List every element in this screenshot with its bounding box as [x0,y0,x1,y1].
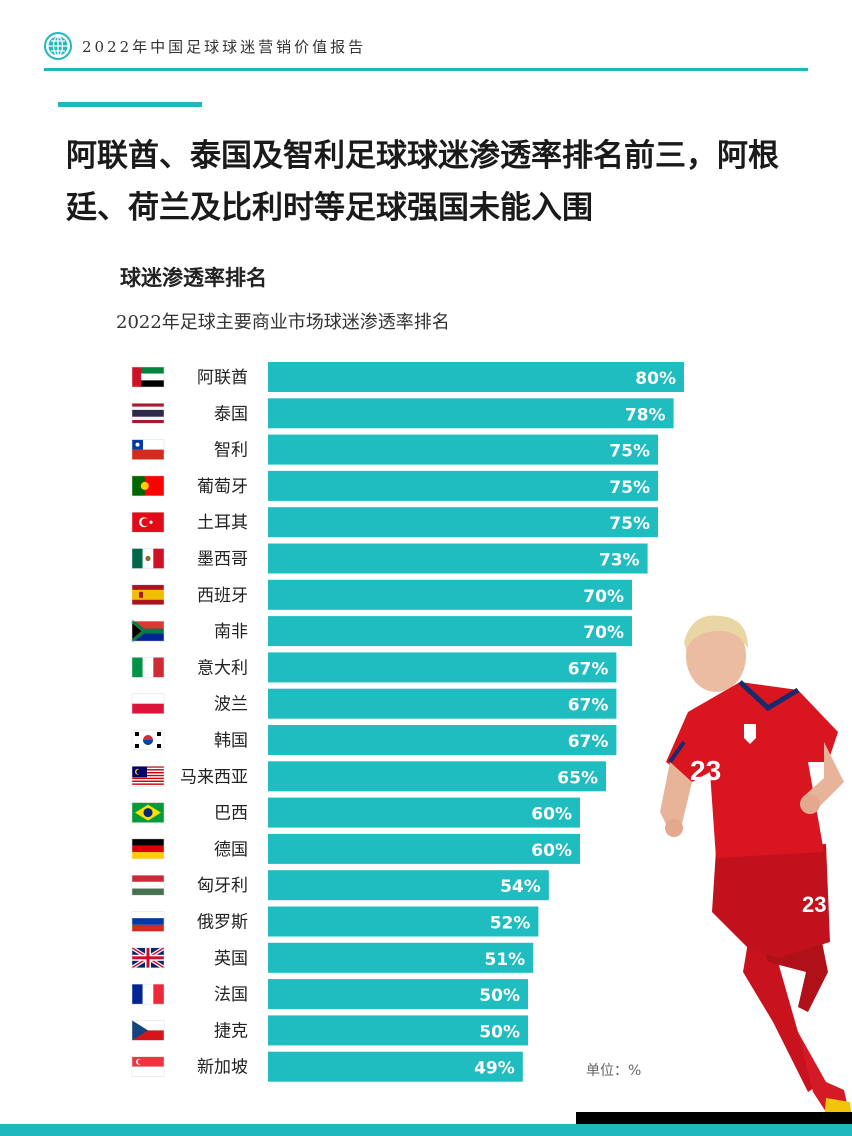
bar [268,1015,528,1046]
bar [268,1051,523,1082]
russia-flag [131,911,165,932]
bar [268,434,658,465]
malaysia-flag [131,766,165,787]
spain-flag [131,584,165,606]
category-label: 巴西 [214,804,248,824]
data-label: 49% [474,1059,515,1079]
bar [268,362,684,392]
category-label: 匈牙利 [197,876,248,896]
accent-divider [58,102,202,107]
chart-title: 球迷渗透率排名 [120,266,267,290]
uae-flag [131,366,165,388]
turkey-flag [131,511,165,533]
headline: 阿联酋、泰国及智利足球球迷渗透率排名前三，阿根廷、荷兰及比利时等足球强国未能入围 [66,138,779,226]
bar [268,688,617,719]
chile-flag [131,439,165,460]
category-label: 马来西亚 [180,767,248,787]
hungary-flag [131,874,165,896]
data-label: 51% [484,950,525,970]
category-label: 俄罗斯 [197,913,248,933]
singapore-flag [131,1056,165,1077]
bar [268,579,632,610]
data-label: 70% [583,623,624,643]
data-label: 75% [609,478,650,498]
category-label: 土耳其 [197,513,248,533]
bar [268,833,580,864]
portugal-flag [131,475,165,497]
category-label: 波兰 [214,695,248,715]
category-label: 法国 [214,985,248,1005]
header-divider [44,68,808,71]
thailand-flag [131,403,165,424]
bar [268,942,534,973]
poland-flag [131,693,165,714]
category-label: 新加坡 [197,1058,248,1078]
report-title: 2022年中国足球球迷营销价值报告 [82,38,367,56]
category-label: 德国 [214,840,248,860]
data-label: 52% [490,914,531,934]
category-label: 英国 [214,949,248,969]
brazil-flag [131,802,165,823]
data-label: 75% [609,442,650,462]
bar [268,725,617,755]
unit-label: 单位：% [586,1063,642,1079]
data-label: 80% [635,369,676,389]
czech-flag [131,1020,165,1041]
category-label: 意大利 [197,658,248,678]
data-label: 67% [568,732,609,752]
category-label: 南非 [214,622,248,642]
football-player-image: 23 23 [660,615,852,1122]
bar [268,507,658,538]
bar [268,652,617,683]
bar [268,870,549,901]
svg-text:23: 23 [802,892,826,917]
bar [268,797,580,828]
category-label: 智利 [214,441,248,461]
italy-flag [131,657,165,678]
data-label: 78% [625,405,666,425]
data-label: 67% [568,696,609,716]
data-label: 73% [599,551,640,571]
bar [268,979,528,1010]
bar [268,470,658,501]
korea-flag [131,729,165,751]
chart-subtitle: 2022年足球主要商业市场球迷渗透率排名 [116,312,450,333]
data-label: 65% [557,768,598,788]
category-label: 西班牙 [197,586,248,606]
bar [268,543,648,574]
data-label: 75% [609,514,650,534]
bottom-accent-bar [0,1124,852,1136]
svg-text:23: 23 [690,755,721,786]
category-label: 捷克 [214,1021,248,1041]
mexico-flag [131,548,165,569]
bottom-black-strip [576,1112,852,1124]
data-label: 67% [568,659,609,679]
data-label: 60% [531,805,572,825]
data-label: 60% [531,841,572,861]
data-label: 54% [500,877,541,897]
south-africa-flag [131,619,165,643]
uk-flag [130,946,166,970]
category-label: 韩国 [214,731,248,751]
data-label: 70% [583,587,624,607]
data-label: 50% [479,1022,520,1042]
bar [268,761,606,792]
bar [268,906,539,937]
category-label: 葡萄牙 [197,477,248,497]
category-label: 阿联酋 [197,368,248,388]
germany-flag [131,838,165,860]
bar [268,398,674,429]
category-label: 泰国 [214,404,248,424]
category-label: 墨西哥 [197,550,248,570]
globe-logo-icon [44,32,72,60]
data-label: 50% [479,986,520,1006]
france-flag [131,983,165,1005]
bar [268,616,632,647]
